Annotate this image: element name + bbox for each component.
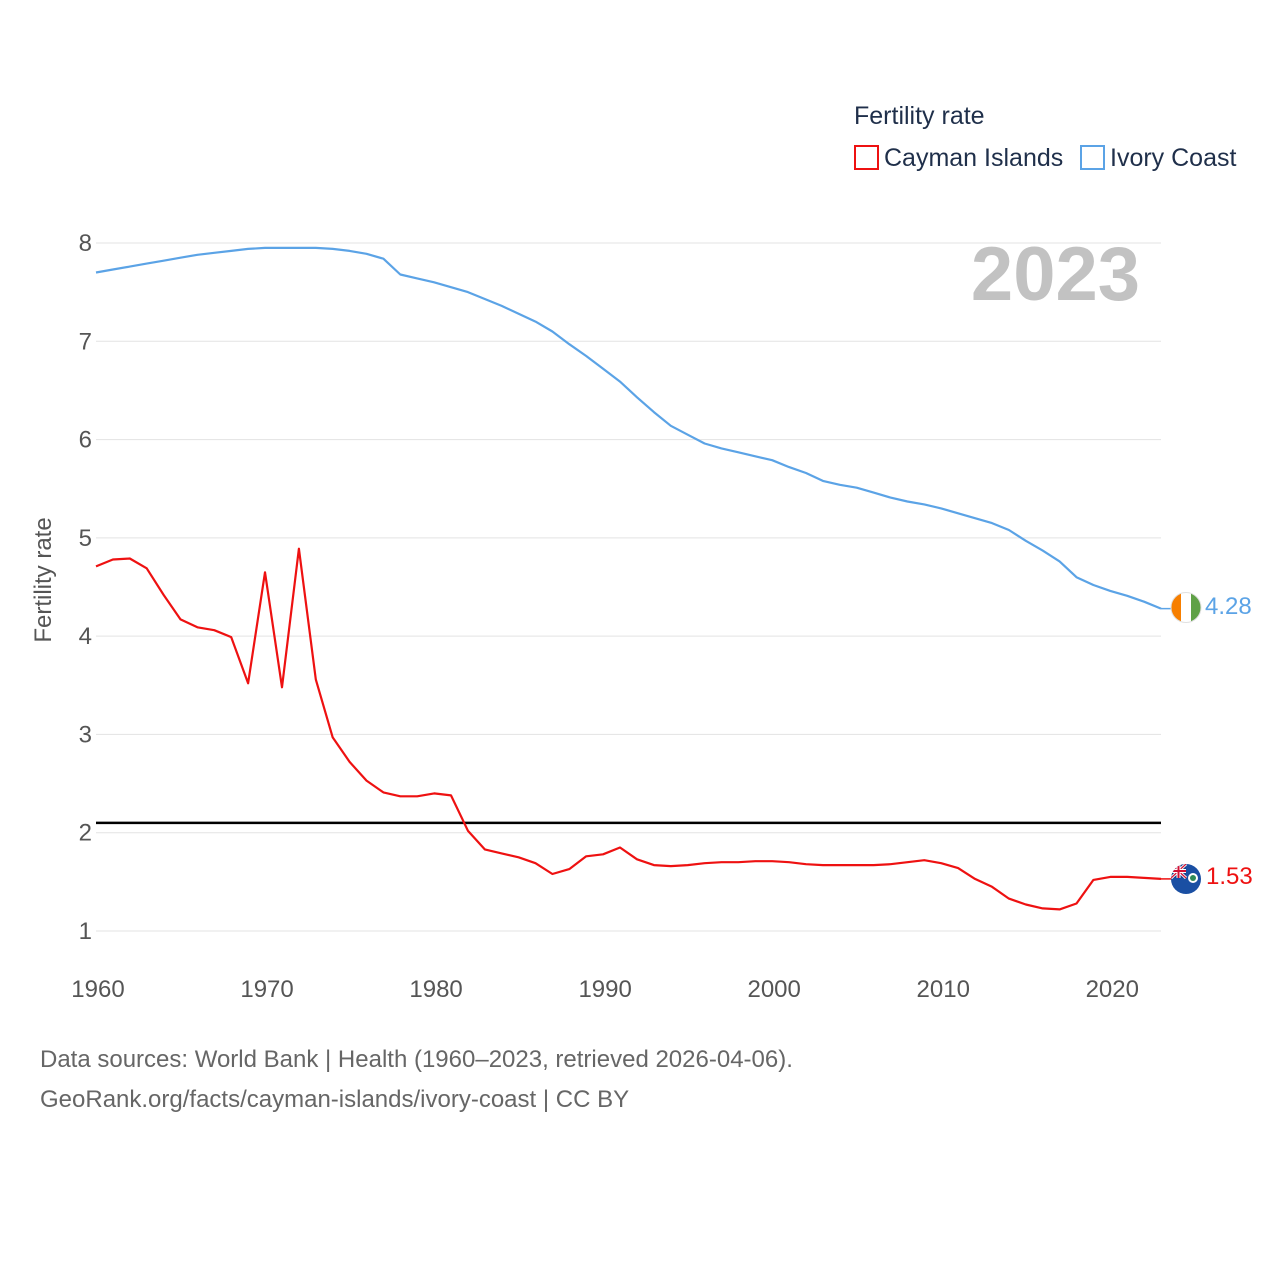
x-tick-label: 1970	[240, 976, 293, 1003]
legend-item-ivory-coast[interactable]: Ivory Coast	[1080, 144, 1236, 172]
ivory-coast-flag-icon	[1170, 592, 1202, 623]
year-label: 2023	[971, 232, 1140, 317]
series-line-ivory-coast[interactable]	[95, 246, 1162, 610]
source-credits: Data sources: World Bank | Health (1960–…	[40, 1040, 793, 1120]
y-tick-label: 3	[79, 721, 92, 748]
x-tick-label: 1980	[409, 976, 462, 1003]
x-tick-label: 1990	[578, 976, 631, 1003]
legend-swatch-ivory-coast	[1080, 145, 1105, 170]
y-tick-label: 1	[79, 918, 92, 945]
cayman-islands-flag-icon	[1171, 864, 1201, 894]
legend: Fertility rate Cayman Islands Ivory Coas…	[854, 102, 1236, 172]
y-tick-label: 5	[79, 525, 92, 552]
legend-title: Fertility rate	[854, 102, 985, 130]
source-line-1: Data sources: World Bank | Health (1960–…	[40, 1046, 793, 1073]
y-tick-label: 4	[79, 623, 92, 650]
y-tick-label: 8	[79, 230, 92, 257]
y-tick-label: 6	[79, 427, 92, 454]
x-axis: 1960 1970 1980 1990 2000 2010 2020	[71, 976, 1139, 1003]
series-line-cayman-islands[interactable]	[95, 547, 1162, 911]
x-tick-label: 2000	[747, 976, 800, 1003]
y-tick-label: 7	[79, 328, 92, 355]
gridlines	[96, 242, 1161, 932]
source-line-2[interactable]: GeoRank.org/facts/cayman-islands/ivory-c…	[40, 1086, 630, 1113]
y-axis-title: Fertility rate	[30, 517, 57, 642]
series	[95, 246, 1172, 911]
y-tick-label: 2	[79, 820, 92, 847]
cayman-islands-end-value: 1.53	[1206, 863, 1253, 890]
legend-item-cayman-islands[interactable]: Cayman Islands	[854, 144, 1063, 172]
x-tick-label: 2020	[1086, 976, 1139, 1003]
legend-swatch-cayman-islands	[854, 145, 879, 170]
x-tick-label: 2010	[917, 976, 970, 1003]
y-axis: 1 2 3 4 5 6 7 8	[79, 230, 92, 945]
ivory-coast-end-value: 4.28	[1205, 593, 1252, 620]
legend-label-cayman-islands: Cayman Islands	[884, 144, 1063, 172]
x-tick-label: 1960	[71, 976, 124, 1003]
legend-label-ivory-coast: Ivory Coast	[1110, 144, 1236, 172]
